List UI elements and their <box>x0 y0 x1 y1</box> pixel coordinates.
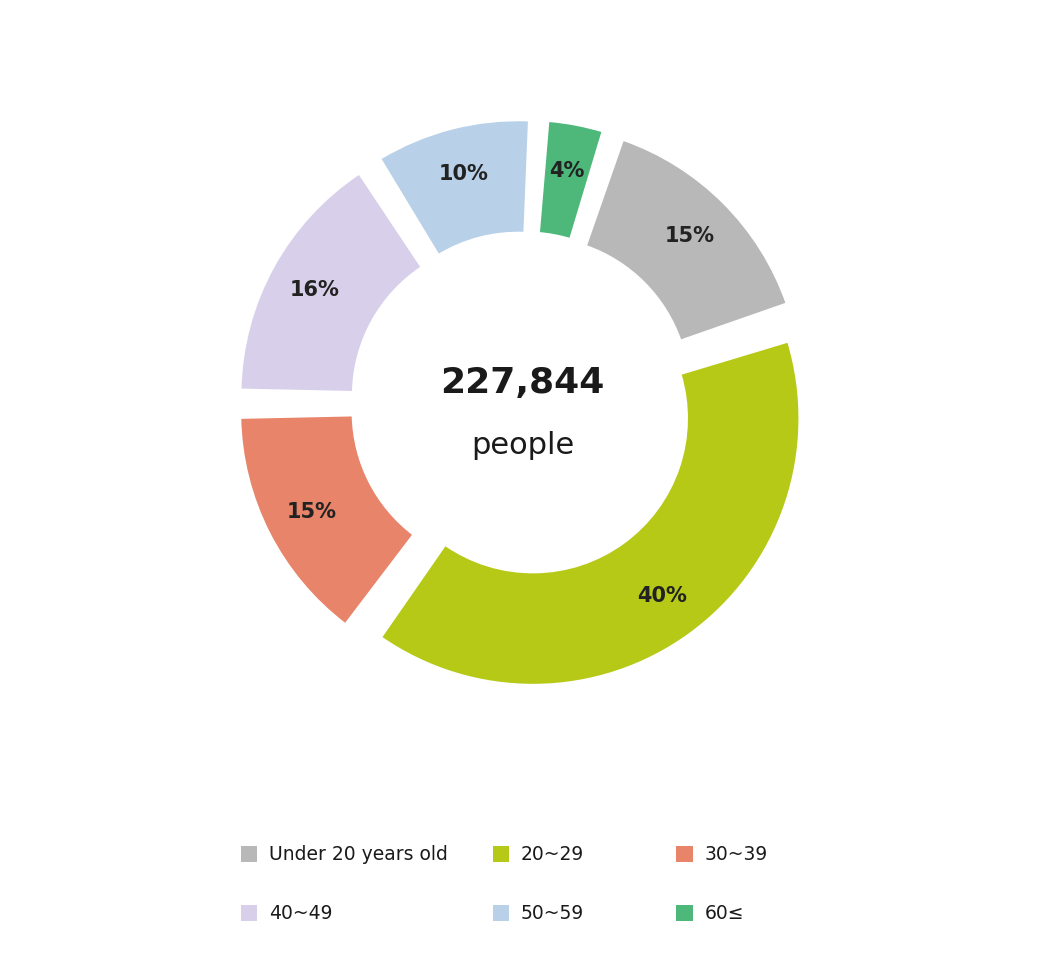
Text: 4%: 4% <box>550 162 584 182</box>
Wedge shape <box>586 140 787 340</box>
Text: 15%: 15% <box>286 502 336 522</box>
Text: Under 20 years old: Under 20 years old <box>270 844 448 863</box>
Text: 16%: 16% <box>289 280 340 300</box>
Wedge shape <box>240 174 421 392</box>
Text: 60≤: 60≤ <box>704 903 744 923</box>
Text: 50~59: 50~59 <box>521 903 584 923</box>
FancyBboxPatch shape <box>241 905 257 922</box>
Wedge shape <box>381 341 799 684</box>
Text: 20~29: 20~29 <box>521 844 584 863</box>
FancyBboxPatch shape <box>241 846 257 862</box>
FancyBboxPatch shape <box>676 905 693 922</box>
Text: people: people <box>471 431 574 460</box>
Text: 10%: 10% <box>439 164 488 185</box>
Text: 15%: 15% <box>665 227 715 247</box>
Wedge shape <box>380 120 529 255</box>
Text: 40~49: 40~49 <box>270 903 332 923</box>
FancyBboxPatch shape <box>676 846 693 862</box>
Text: 40%: 40% <box>636 586 687 606</box>
Text: 227,844: 227,844 <box>440 366 605 401</box>
FancyBboxPatch shape <box>493 905 509 922</box>
FancyBboxPatch shape <box>493 846 509 862</box>
Text: 30~39: 30~39 <box>704 844 768 863</box>
Wedge shape <box>240 416 414 624</box>
Wedge shape <box>539 120 603 239</box>
